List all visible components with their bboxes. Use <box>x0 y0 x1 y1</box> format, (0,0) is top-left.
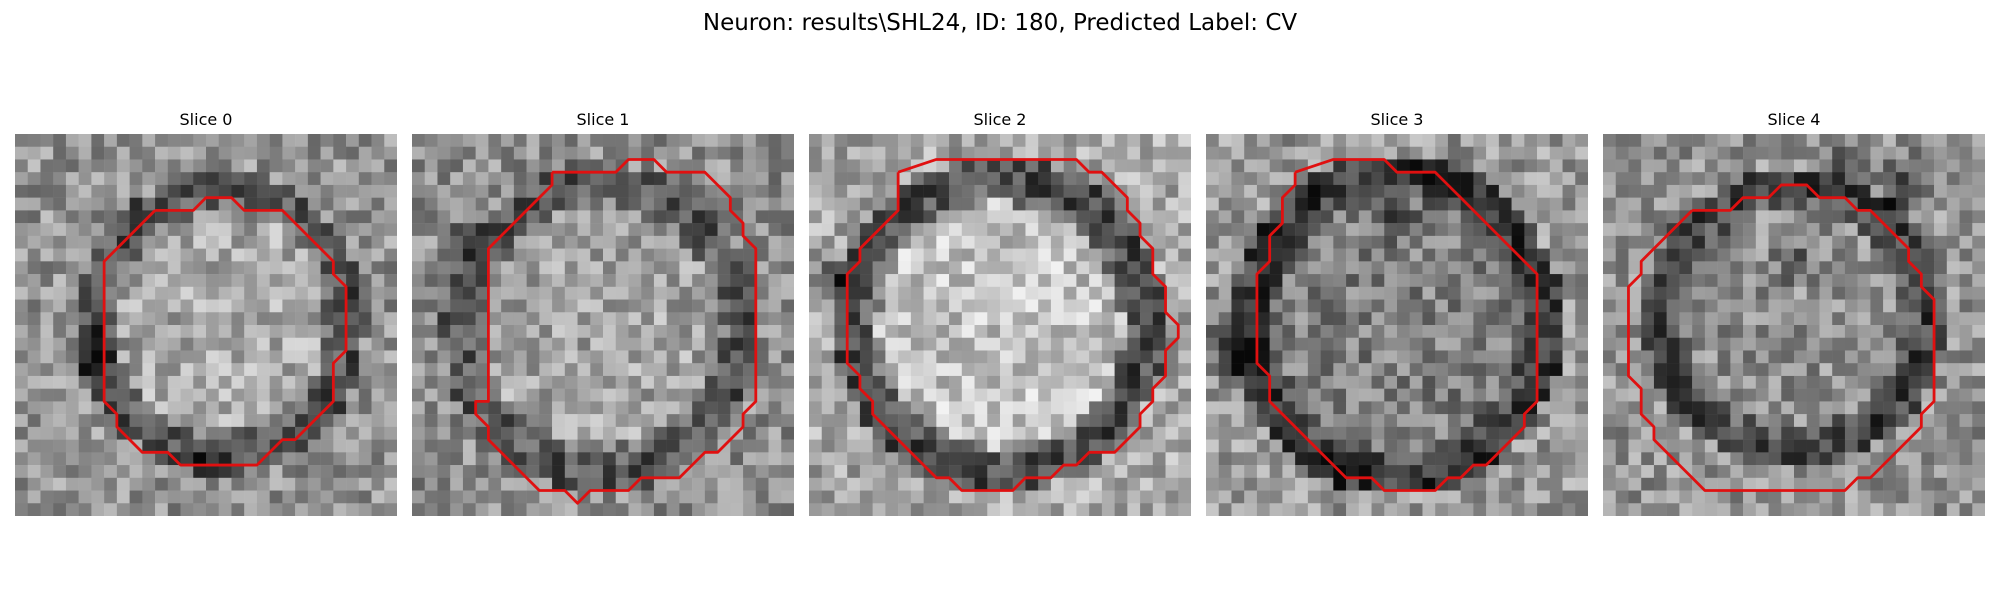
slice-title: Slice 1 <box>576 110 630 129</box>
neuron-contour <box>474 158 758 505</box>
slice-pixels <box>1603 134 1985 516</box>
slice-pixels <box>1206 134 1588 516</box>
slice-image-1 <box>412 134 794 516</box>
slice-title: Slice 2 <box>973 110 1027 129</box>
neuron-contour <box>845 158 1180 492</box>
slice-title: Slice 0 <box>179 110 233 129</box>
slice-pixels <box>809 134 1191 516</box>
neuron-contour <box>1255 158 1539 492</box>
slice-pixels <box>15 134 397 516</box>
slice-title: Slice 4 <box>1767 110 1821 129</box>
neuron-contour <box>102 196 348 467</box>
slice-pixels <box>412 134 794 516</box>
slice-image-2 <box>809 134 1191 516</box>
slice-image-4 <box>1603 134 1985 516</box>
figure-title: Neuron: results\SHL24, ID: 180, Predicte… <box>702 10 1298 36</box>
neuron-contour <box>1627 183 1936 492</box>
slice-image-3 <box>1206 134 1588 516</box>
slice-image-0 <box>15 134 397 516</box>
slice-title: Slice 3 <box>1370 110 1424 129</box>
